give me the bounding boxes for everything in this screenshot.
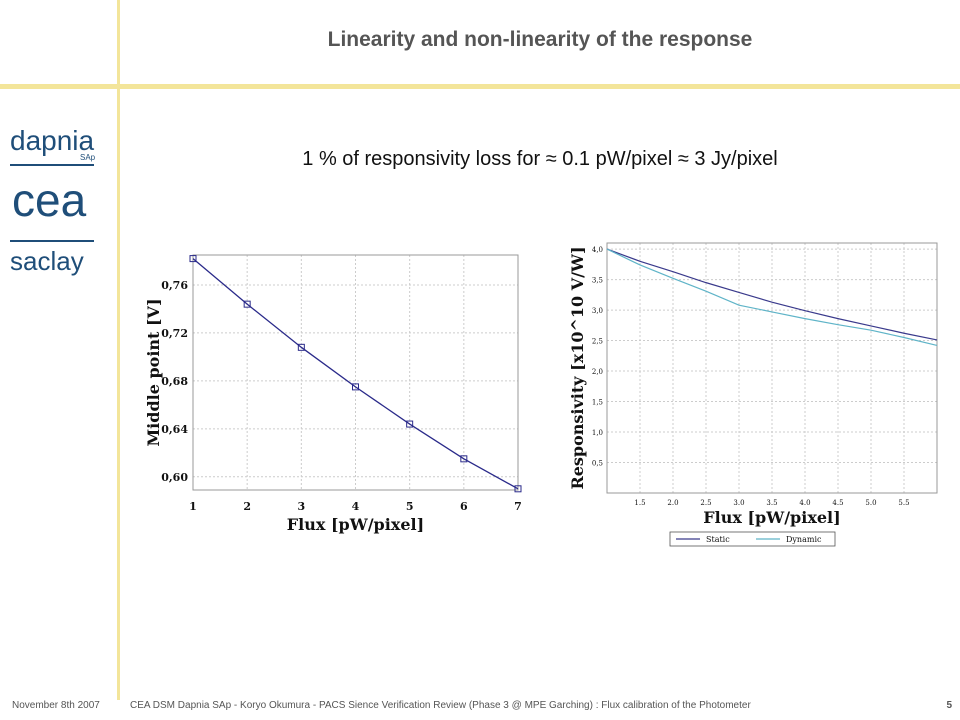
x-tick-label: 1.5 [634, 499, 645, 507]
x-tick-label: 6 [460, 500, 468, 513]
y-tick-label: 0,64 [161, 423, 188, 436]
y-tick-label: 3,5 [592, 277, 603, 285]
footer-date: November 8th 2007 [12, 700, 100, 711]
y-tick-label: 0,72 [161, 327, 188, 340]
x-tick-label: 1 [189, 500, 197, 513]
y-tick-label: 0,68 [161, 375, 188, 388]
y-tick-label: 2,0 [592, 368, 603, 376]
y-tick-label: 4,0 [592, 246, 603, 254]
data-point [460, 455, 468, 463]
x-tick-label: 3.0 [733, 499, 744, 507]
logo-cea: cea [12, 174, 87, 226]
page-number: 5 [946, 700, 952, 711]
footer-caption: CEA DSM Dapnia SAp - Koryo Okumura - PAC… [130, 700, 751, 711]
logo-rule-top [10, 164, 94, 166]
legend-label-dynamic: Dynamic [786, 535, 822, 544]
series-line-static [606, 248, 938, 341]
data-point [243, 300, 251, 308]
responsivity-chart: 1.5 2.0 2.5 3.0 3.5 4.0 4.5 5.0 5.5 4,0 3,5 3,0 2,5 2… [568, 242, 938, 547]
x-tick-label: 5 [406, 500, 414, 513]
y-tick-label: 0,60 [161, 471, 188, 484]
y-tick-label: 1,5 [592, 399, 603, 407]
data-point [352, 383, 359, 391]
data-point [189, 255, 197, 263]
series-line-dynamic [606, 248, 938, 347]
data-point [514, 485, 522, 493]
legend-label-static: Static [706, 535, 730, 544]
plot-frame [606, 242, 938, 494]
slide-subtitle: 1 % of responsivity loss for ≈ 0.1 pW/pi… [302, 148, 778, 170]
logo-rule-bottom [10, 240, 94, 242]
logo-dapnia: dapnia [10, 125, 95, 156]
middle-point-chart: 1 2 3 4 5 6 7 0,76 0,72 0,68 0,64 0,60 Flux [pW/pixe… [145, 254, 522, 534]
x-tick-label: 4.0 [799, 499, 810, 507]
data-point [297, 343, 305, 351]
legend: Static Dynamic [669, 531, 836, 547]
dapnia-cea-saclay-logo: dapnia SAp cea saclay [10, 125, 96, 276]
y-tick-label: 0,5 [592, 460, 603, 468]
horizontal-rule [0, 84, 960, 89]
x-tick-label: 3 [298, 500, 306, 513]
x-tick-label: 4 [352, 500, 360, 513]
legend-frame [669, 531, 836, 547]
logo-saclay: saclay [10, 246, 84, 276]
y-axis-label: Responsivity [x10^10 V/W] [568, 246, 587, 489]
plot-frame [192, 254, 519, 491]
y-tick-label: 2,5 [592, 338, 603, 346]
y-axis-label: Middle point [V] [145, 298, 163, 446]
y-tick-label: 0,76 [161, 279, 188, 292]
x-tick-label: 3.5 [766, 499, 777, 507]
x-tick-label: 5.0 [865, 499, 876, 507]
x-axis-label: Flux [pW/pixel] [287, 515, 424, 534]
x-tick-label: 2.0 [667, 499, 678, 507]
x-tick-label: 2 [243, 500, 251, 513]
y-tick-label: 3,0 [592, 307, 603, 315]
series-line [192, 258, 519, 490]
logo-sap: SAp [80, 153, 96, 162]
vertical-rule [117, 0, 120, 700]
x-tick-label: 5.5 [898, 499, 909, 507]
slide-title: Linearity and non-linearity of the respo… [327, 28, 753, 51]
y-tick-label: 1,0 [592, 429, 603, 437]
x-tick-label: 4.5 [832, 499, 843, 507]
x-tick-label: 2.5 [700, 499, 711, 507]
x-axis-label: Flux [pW/pixel] [703, 508, 840, 527]
x-tick-label: 7 [514, 500, 522, 513]
data-point [406, 420, 414, 428]
